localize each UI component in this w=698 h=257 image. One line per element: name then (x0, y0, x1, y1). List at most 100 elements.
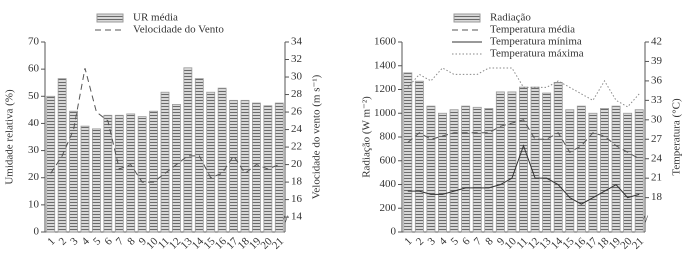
bar (414, 80, 424, 233)
bar (623, 112, 633, 233)
bar (206, 91, 216, 233)
bar (172, 104, 181, 233)
x-tick-label: 5 (449, 235, 462, 248)
x-tick-label: 6 (460, 235, 473, 248)
y2-tick-label: 32 (291, 53, 302, 65)
legend-swatch (453, 13, 481, 23)
y-axis-title: Radiação (W m⁻²) (361, 96, 373, 178)
bar (46, 95, 56, 233)
bar (240, 99, 250, 233)
y2-tick-label: 20 (291, 158, 303, 170)
bar (600, 108, 609, 233)
x-tick-label: 8 (125, 235, 138, 248)
y-tick-label: 1000 (374, 107, 397, 119)
bar (634, 109, 644, 233)
bar (80, 125, 90, 233)
y2-tick-label: 33 (651, 94, 663, 106)
y-tick-label: 60 (28, 63, 40, 75)
y2-tick-label: 14 (291, 211, 303, 223)
bar (507, 91, 517, 233)
y-tick-label: 600 (380, 154, 397, 166)
axis-break: // (282, 214, 289, 226)
bar (530, 86, 540, 233)
legend-swatch (96, 13, 124, 23)
bar (449, 109, 459, 233)
bar (92, 128, 101, 233)
y-tick-label: 50 (28, 90, 40, 102)
y2-tick-label: 18 (291, 176, 303, 188)
y-axis-title: Umidade relativa (%) (4, 89, 16, 185)
y-tick-label: 20 (28, 171, 40, 183)
x-tick-label: 1 (45, 235, 57, 247)
bar (495, 91, 505, 233)
bar (114, 114, 124, 233)
line-series (407, 67, 640, 108)
y2-tick-label: 28 (291, 88, 303, 100)
x-tick-label: 3 (68, 235, 81, 248)
line-series (50, 68, 280, 183)
bar (461, 105, 471, 233)
x-tick-label: 2 (57, 235, 69, 247)
y2-tick-label: 34 (291, 36, 303, 48)
x-tick-label: 21 (270, 235, 286, 251)
y2-axis-title: Temperatura (°C) (671, 98, 683, 176)
y-tick-label: 70 (28, 36, 40, 48)
x-tick-label: 4 (80, 235, 93, 248)
bar (403, 72, 413, 233)
bar (576, 105, 586, 233)
x-tick-label: 6 (102, 235, 115, 248)
y-tick-label: 30 (28, 144, 40, 156)
bar (426, 105, 436, 233)
y-tick-label: 10 (28, 198, 40, 210)
x-tick-label: 21 (630, 235, 646, 251)
bar (484, 108, 494, 233)
y2-tick-label: 22 (291, 141, 302, 153)
y2-axis-title: Velocidade do vento (m s⁻¹) (311, 74, 323, 199)
bar (519, 86, 528, 233)
legend-label: UR média (133, 12, 178, 24)
y2-tick-label: 30 (291, 71, 303, 83)
x-tick-label: 3 (425, 235, 438, 248)
y-tick-label: 200 (380, 202, 397, 214)
line-series (407, 119, 640, 160)
y-tick-label: 1400 (374, 59, 397, 71)
bar (217, 87, 227, 233)
y2-tick-label: 16 (291, 193, 303, 205)
bar (160, 91, 170, 233)
y2-tick-label: 36 (651, 74, 663, 86)
y2-tick-label: 30 (651, 113, 663, 125)
y2-tick-label: 24 (291, 123, 303, 135)
y2-tick-label: 24 (651, 152, 663, 164)
x-tick-label: 5 (91, 235, 104, 248)
bar (103, 114, 113, 233)
bar (274, 102, 284, 233)
x-tick-label: 4 (437, 235, 450, 248)
legend-label: Temperatura média (490, 24, 575, 36)
bar (149, 110, 158, 233)
bar (611, 105, 621, 233)
bar (438, 112, 447, 233)
bar (69, 110, 78, 233)
legend-label: Temperatura mínima (490, 36, 582, 48)
x-tick-label: 2 (414, 235, 426, 247)
axis-break: // (642, 214, 649, 226)
y-tick-label: 800 (380, 131, 397, 143)
y2-tick-label: 26 (291, 106, 303, 118)
x-tick-label: 7 (472, 235, 485, 248)
bar (472, 106, 482, 233)
bar (194, 78, 204, 233)
y-tick-label: 0 (34, 226, 40, 238)
y2-tick-label: 42 (651, 36, 662, 48)
y-tick-label: 1600 (374, 36, 397, 48)
bar (137, 116, 147, 233)
y-tick-label: 40 (28, 117, 40, 129)
bar (588, 112, 598, 233)
x-tick-label: 8 (483, 235, 496, 248)
bar (553, 81, 563, 233)
bar (565, 109, 575, 233)
bar (252, 102, 261, 233)
y2-tick-label: 18 (651, 191, 663, 203)
line-series (407, 144, 640, 205)
legend-label: Temperatura máxima (490, 48, 584, 60)
